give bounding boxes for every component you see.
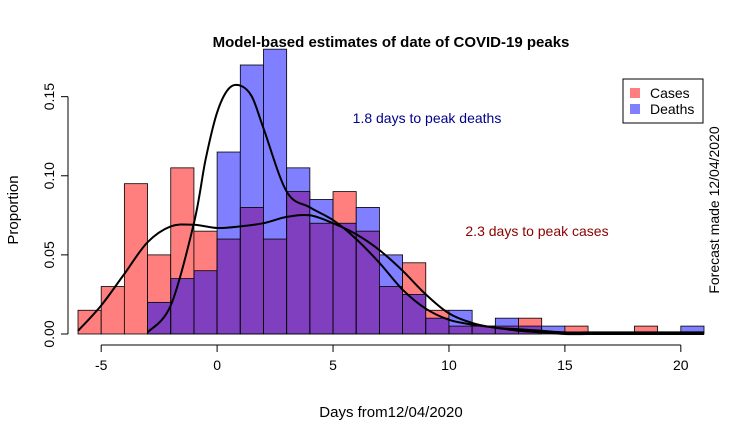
x-tick-label: 5 [329,357,337,373]
deaths-peak-annotation: 1.8 days to peak deaths [353,110,502,126]
bar-deaths [286,167,310,192]
x-tick-label: 10 [441,357,457,373]
bar-cases [518,318,542,327]
bar-deaths [240,65,264,208]
legend: Cases Deaths [622,78,704,124]
cases-peak-annotation: 2.3 days to peak cases [465,223,608,239]
y-tick-label: 0.00 [41,320,57,347]
bar-cases [101,286,125,334]
bar-deaths [217,152,241,240]
bar-overlap [170,278,194,334]
legend-swatch-cases [630,88,640,98]
forecast-note: Forecast made 12/04/2020 [706,126,722,294]
bar-overlap [240,207,264,334]
curves-layer [77,83,704,336]
bar-overlap [333,223,357,334]
x-axis-label: Days from12/04/2020 [319,404,462,421]
bar-cases [78,310,102,334]
bar-overlap [263,239,287,334]
bar-overlap [193,270,218,334]
x-tick-label: 0 [213,357,221,373]
bar-cases [333,191,357,224]
bar-deaths [680,326,704,334]
bar-cases [564,326,589,334]
bar-deaths [495,318,519,327]
density-curve-deaths [146,83,704,336]
y-tick-label: 0.15 [41,83,57,110]
legend-swatch-deaths [630,104,640,114]
bar-deaths [263,49,287,240]
bar-deaths [541,326,565,334]
bar-overlap [286,191,310,334]
bar-cases [147,254,171,303]
y-axis-label: Proportion [5,175,22,244]
y-tick-label: 0.10 [41,162,57,189]
bar-overlap [425,318,449,334]
x-tick-label: 20 [673,357,689,373]
bar-cases [170,167,194,279]
legend-box [622,78,704,124]
bars-layer [77,48,705,335]
bar-cases [634,326,658,334]
bar-overlap [147,302,171,334]
bar-overlap [309,223,334,334]
bar-overlap [448,326,473,334]
bar-deaths [309,199,334,224]
bar-deaths [356,207,380,232]
bar-overlap [472,326,496,334]
bar-overlap [379,286,403,334]
bar-overlap [217,239,241,334]
chart-title: Model-based estimates of date of COVID-1… [213,34,570,51]
x-tick-label: -5 [95,357,108,373]
y-tick-label: 0.05 [41,241,57,268]
axes-layer: -5 0 5 10 15 20 0.00 0.05 0.10 0.15 [41,83,689,373]
density-curve-cases [77,213,704,334]
legend-label-deaths: Deaths [650,101,694,117]
bar-cases [193,231,218,271]
x-tick-label: 15 [557,357,573,373]
bar-cases [402,262,426,295]
bar-deaths [379,254,403,287]
legend-label-cases: Cases [650,85,690,101]
